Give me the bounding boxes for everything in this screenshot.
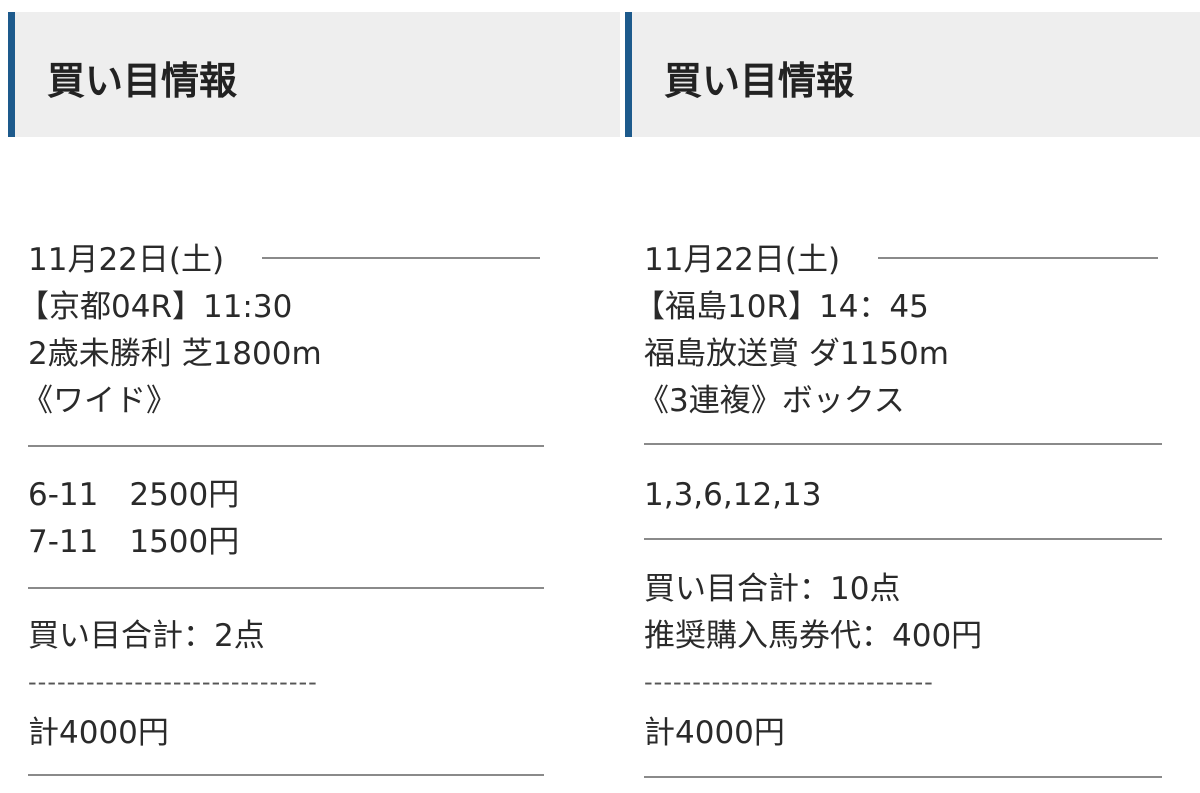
- divider: [878, 257, 1158, 259]
- race-info: 福島放送賞 ダ1150m: [644, 336, 949, 372]
- race-info: 2歳未勝利 芝1800m: [28, 336, 322, 372]
- left-column: 買い目情報 11月22日(土) 【京都04R】11:30 2歳未勝利 芝1800…: [8, 12, 620, 776]
- dashed-separator: ------------------------------: [28, 668, 318, 696]
- bet-total-count: 買い目合計：10点: [644, 571, 901, 607]
- bet-type: 《ワイド》: [22, 383, 177, 419]
- race-name: 【京都04R】11:30: [18, 289, 293, 325]
- divider: [28, 445, 544, 447]
- divider: [262, 257, 540, 259]
- divider: [644, 443, 1162, 445]
- divider: [28, 587, 544, 589]
- total-amount: 計4000円: [644, 715, 785, 751]
- race-date: 11月22日(土): [644, 242, 841, 278]
- dashed-separator: ------------------------------: [644, 668, 934, 696]
- bet-line: 6-11 2500円: [28, 477, 240, 513]
- right-column: 買い目情報 11月22日(土) 【福島10R】14：45 福島放送賞 ダ1150…: [622, 0, 1200, 793]
- section-title: 買い目情報: [47, 59, 238, 103]
- race-date: 11月22日(土): [28, 242, 225, 278]
- bet-total-count: 買い目合計：2点: [28, 618, 265, 654]
- divider: [28, 774, 544, 776]
- section-header: 買い目情報: [625, 12, 1200, 137]
- total-amount: 計4000円: [28, 715, 169, 751]
- divider: [644, 776, 1162, 778]
- section-title: 買い目情報: [664, 59, 855, 103]
- race-name: 【福島10R】14：45: [634, 289, 929, 325]
- bet-line: 7-11 1500円: [28, 524, 240, 560]
- bet-type: 《3連複》ボックス: [638, 383, 905, 419]
- section-header: 買い目情報: [8, 12, 620, 137]
- bet-line: 1,3,6,12,13: [644, 477, 822, 513]
- recommended-amount: 推奨購入馬券代：400円: [644, 618, 983, 654]
- divider: [644, 538, 1162, 540]
